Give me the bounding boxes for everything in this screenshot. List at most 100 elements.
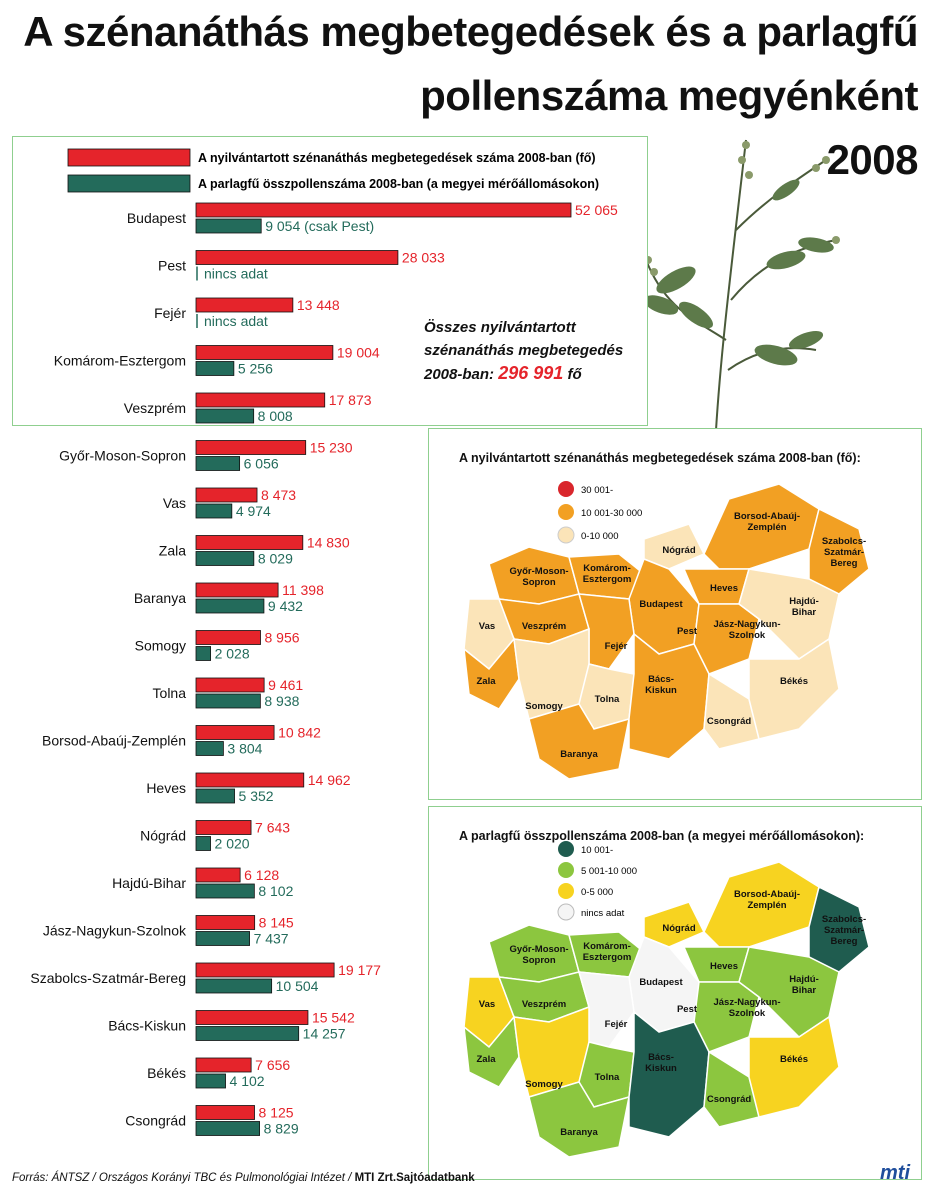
map2-label-gyor: Győr-Moson- bbox=[509, 944, 568, 955]
value-label-pollen-cat-18: 4 102 bbox=[230, 1073, 265, 1089]
category-label-cat-4: Veszprém bbox=[124, 400, 186, 416]
map2-legend-label-nodata: nincs adat bbox=[581, 908, 625, 919]
total-note-line-3: 2008-ban: 296 991 fő bbox=[424, 362, 654, 386]
map2-label-komarom-2: Esztergom bbox=[583, 952, 632, 963]
map1-label-gyor: Győr-Moson- bbox=[509, 566, 568, 577]
map2-label-nograd: Nógrád bbox=[662, 923, 695, 934]
county-csongrad bbox=[703, 1050, 760, 1128]
value-label-pollen-cat-15: 7 437 bbox=[254, 931, 289, 947]
source-note: Forrás: ÁNTSZ / Országos Korányi TBC és … bbox=[12, 1172, 475, 1184]
value-label-cases-cat-3: 19 004 bbox=[337, 345, 380, 361]
county-csongrad bbox=[703, 672, 760, 750]
legend-label-pollen: A parlagfű összpollenszáma 2008-ban (a m… bbox=[198, 177, 599, 191]
map2-label-csongrad: Csongrád bbox=[707, 1094, 752, 1105]
total-cases-value: 296 991 bbox=[498, 363, 564, 383]
title-line-3: 2008 bbox=[826, 136, 919, 183]
map2-label-pest: Pest bbox=[677, 1004, 698, 1015]
category-label-cat-6: Vas bbox=[163, 495, 186, 511]
bar-cases-cat-9 bbox=[195, 630, 261, 645]
value-label-pollen-cat-1: nincs adat bbox=[204, 266, 268, 282]
bar-cases-cat-18 bbox=[195, 1057, 252, 1073]
value-label-cases-cat-7: 14 830 bbox=[307, 535, 350, 551]
map2-label-budapest: Budapest bbox=[639, 977, 683, 988]
bar-cases-cat-8 bbox=[195, 582, 279, 598]
map2-legend-swatch-high bbox=[558, 841, 574, 857]
map1-label-borsod-2: Zemplén bbox=[747, 522, 786, 533]
map-pollen: 10 001- 5 001-10 000 0-5 000 nincs adat bbox=[463, 841, 870, 1158]
title-line-1: A szénanáthás megbetegedések és a parlag… bbox=[23, 8, 918, 55]
bar-cases-cat-2 bbox=[195, 297, 294, 313]
category-label-cat-12: Heves bbox=[146, 780, 186, 796]
county-bekes bbox=[748, 1015, 840, 1118]
map2-legend-swatch-mid bbox=[558, 862, 574, 878]
map1-label-szabolcs-3: Bereg bbox=[831, 558, 858, 569]
map1-label-csongrad: Csongrád bbox=[707, 716, 752, 727]
mti-logo: mti bbox=[880, 1162, 910, 1184]
bar-cases-cat-5 bbox=[195, 440, 307, 455]
value-label-pollen-cat-9: 2 028 bbox=[215, 646, 250, 662]
map2-label-tolna: Tolna bbox=[595, 1072, 620, 1083]
map1-legend-swatch-high bbox=[558, 481, 574, 497]
map1-label-vas: Vas bbox=[479, 621, 495, 632]
value-label-cases-cat-1: 28 033 bbox=[402, 250, 445, 266]
map1-counties bbox=[463, 483, 870, 780]
bar-pollen-cat-5 bbox=[195, 456, 241, 471]
map2-label-hajdu-2: Bihar bbox=[792, 985, 817, 996]
map2-label-komarom: Komárom- bbox=[583, 941, 631, 952]
category-label-cat-9: Somogy bbox=[135, 638, 186, 654]
map2-label-borsod-2: Zemplén bbox=[747, 900, 786, 911]
value-label-cases-cat-11: 10 842 bbox=[278, 725, 321, 741]
value-label-pollen-cat-4: 8 008 bbox=[258, 408, 293, 424]
map1-label-jasz-2: Szolnok bbox=[729, 630, 766, 641]
total-note-line-1: Összes nyilvántartott bbox=[424, 319, 576, 336]
bar-pollen-cat-11 bbox=[195, 741, 224, 756]
map2-label-jasz: Jász-Nagykun- bbox=[713, 997, 780, 1008]
map1-label-zala: Zala bbox=[476, 676, 496, 687]
map2-label-szabolcs: Szabolcs- bbox=[822, 914, 866, 925]
map2-counties bbox=[463, 861, 870, 1158]
bar-pollen-cat-0 bbox=[195, 218, 262, 234]
category-label-cat-1: Pest bbox=[158, 258, 186, 274]
value-label-cases-cat-4: 17 873 bbox=[329, 392, 372, 408]
map1-legend-label-low: 0-10 000 bbox=[581, 531, 619, 542]
bar-chart: A nyilvántartott szénanáthás megbetegedé… bbox=[30, 148, 618, 1137]
value-label-pollen-cat-2: nincs adat bbox=[204, 313, 268, 329]
map2-label-gyor-2: Sopron bbox=[522, 955, 555, 966]
category-label-cat-15: Jász-Nagykun-Szolnok bbox=[43, 923, 187, 939]
value-label-pollen-cat-16: 10 504 bbox=[276, 978, 319, 994]
value-label-cases-cat-13: 7 643 bbox=[255, 820, 290, 836]
value-label-pollen-cat-5: 6 056 bbox=[244, 456, 279, 472]
value-label-cases-cat-17: 15 542 bbox=[312, 1010, 355, 1026]
map-pollen-title: A parlagfű összpollenszáma 2008-ban (a m… bbox=[459, 829, 865, 843]
value-label-pollen-cat-14: 8 102 bbox=[258, 883, 293, 899]
value-label-pollen-cat-11: 3 804 bbox=[227, 741, 262, 757]
category-label-cat-8: Baranya bbox=[134, 590, 186, 606]
category-label-cat-7: Zala bbox=[159, 543, 186, 559]
value-label-pollen-cat-19: 8 829 bbox=[264, 1121, 299, 1137]
map1-label-szabolcs-2: Szatmár- bbox=[824, 547, 864, 558]
map1-label-somogy: Somogy bbox=[525, 701, 563, 712]
map1-label-gyor-2: Sopron bbox=[522, 577, 555, 588]
map1-legend-swatch-low bbox=[557, 526, 575, 544]
category-label-cat-13: Nógrád bbox=[140, 828, 186, 844]
bar-pollen-cat-16 bbox=[195, 978, 273, 994]
map-pollen-panel: A parlagfű összpollenszáma 2008-ban (a m… bbox=[428, 806, 922, 1180]
value-label-cases-cat-12: 14 962 bbox=[308, 772, 351, 788]
value-label-cases-cat-8: 11 398 bbox=[282, 582, 324, 598]
value-label-pollen-cat-13: 2 020 bbox=[215, 836, 250, 852]
category-label-cat-5: Győr-Moson-Sopron bbox=[59, 448, 186, 464]
county-baranya bbox=[528, 703, 630, 780]
category-label-cat-11: Borsod-Abaúj-Zemplén bbox=[42, 733, 186, 749]
bar-cases-cat-6 bbox=[195, 487, 258, 503]
bar-pollen-cat-12 bbox=[195, 788, 235, 804]
map-cases: 30 001- 10 001-30 000 0-10 000 bbox=[463, 481, 870, 780]
value-label-pollen-cat-7: 8 029 bbox=[258, 551, 293, 567]
map1-label-nograd: Nógrád bbox=[662, 545, 695, 556]
category-label-cat-19: Csongrád bbox=[125, 1113, 186, 1129]
bar-pollen-cat-10 bbox=[195, 693, 261, 709]
value-label-pollen-cat-0: 9 054 (csak Pest) bbox=[265, 218, 374, 234]
bar-cases-cat-14 bbox=[195, 867, 241, 883]
county-bacs bbox=[628, 1010, 710, 1138]
bar-pollen-cat-7 bbox=[195, 551, 255, 566]
map2-legend-label-low: 0-5 000 bbox=[581, 887, 613, 898]
